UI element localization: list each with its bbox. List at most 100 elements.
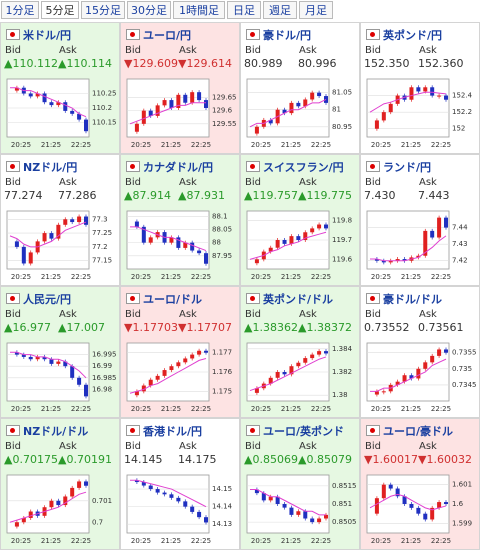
candle: [183, 501, 188, 507]
candle: [381, 260, 386, 263]
candle: [296, 362, 301, 367]
candle: [254, 388, 259, 393]
candle: [310, 92, 315, 100]
moving-average: [130, 226, 207, 252]
y-tick-label: 1.176: [212, 368, 233, 376]
flag-icon: [366, 161, 380, 172]
ask-label: Ask: [179, 441, 197, 452]
candle: [141, 482, 146, 486]
rate-panel: 豪ドル/円 Bid Ask 80.989 80.996 81.05 81 80.95 20:25…: [240, 22, 360, 154]
y-tick-label: 77.25: [92, 229, 112, 237]
bid-value: 77.274: [4, 189, 43, 202]
candle: [169, 237, 174, 243]
candle: [303, 358, 308, 363]
candle: [289, 102, 294, 114]
ask-value: 77.286: [58, 189, 97, 202]
tab[interactable]: 15分足: [81, 1, 125, 19]
candle: [289, 236, 294, 244]
rate-panel: 豪ドル/ドル Bid Ask 0.73552 0.73561 0.7355 0.735 0.7…: [360, 286, 480, 418]
candle: [148, 485, 153, 490]
plot-area: [366, 342, 450, 402]
y-tick-label: 1.175: [212, 387, 232, 395]
rate-panel: 米ドル/円 Bid Ask ▲110.112 ▲110.114 110.25 110.2 11…: [0, 22, 120, 154]
pair-name[interactable]: 人民元/円: [23, 293, 72, 306]
candle: [42, 233, 47, 242]
candle: [381, 484, 386, 499]
candle: [21, 246, 26, 264]
pair-name[interactable]: 英ポンド/ドル: [263, 293, 334, 306]
y-tick-label: 81: [332, 106, 341, 114]
tab[interactable]: 日足: [227, 1, 261, 19]
plot-area: [246, 78, 330, 138]
x-tick-label: 20:25: [131, 141, 151, 149]
pair-name[interactable]: ランド/円: [383, 161, 432, 174]
rate-panel: ユーロ/円 Bid Ask ▼129.609 ▼129.614 129.65 129.6 12…: [120, 22, 240, 154]
candle: [35, 93, 40, 97]
pair-name[interactable]: 英ポンド/円: [383, 29, 443, 42]
ask-label: Ask: [419, 177, 437, 188]
tab[interactable]: 30分足: [127, 1, 171, 19]
candle: [70, 366, 75, 378]
plot-area: [6, 342, 90, 402]
mini-chart: 110.25 110.2 110.15 20:25 21:25 22:25: [6, 78, 117, 149]
candle: [84, 384, 88, 397]
tab[interactable]: 週足: [263, 1, 297, 19]
candle: [444, 349, 448, 353]
ask-label: Ask: [59, 177, 77, 188]
tab[interactable]: 1分足: [1, 1, 39, 19]
candle: [289, 507, 294, 515]
moving-average: [10, 87, 87, 118]
bid-value: ▲110.112: [4, 57, 58, 70]
bid-label: Bid: [125, 441, 141, 452]
x-tick-label: 21:25: [41, 273, 61, 281]
y-tick-label: 16.98: [92, 385, 112, 393]
y-tick-label: 77.2: [92, 243, 108, 251]
rate-panel: NZドル/円 Bid Ask 77.274 77.286 77.3 77.25 77.2 77.…: [0, 154, 120, 286]
pair-name[interactable]: 豪ドル/ドル: [383, 293, 443, 306]
tab[interactable]: 月足: [299, 1, 333, 19]
pair-name[interactable]: 豪ドル/円: [263, 29, 312, 42]
pair-name[interactable]: NZドル/円: [23, 161, 78, 174]
candle: [303, 99, 308, 107]
moving-average: [249, 356, 327, 392]
flag-mark: [370, 296, 375, 301]
x-tick-label: 21:25: [401, 273, 421, 281]
bid-value: ▲16.977: [4, 321, 51, 334]
candle: [197, 511, 202, 518]
x-tick-label: 20:25: [371, 273, 391, 281]
flag-mark: [250, 32, 255, 37]
y-tick-label: 0.8505: [332, 518, 357, 526]
y-tick-label: 0.7: [92, 518, 103, 526]
candle: [197, 350, 202, 355]
candle: [21, 354, 26, 357]
rate-panel: ユーロ/英ポンド Bid Ask ▲0.85069 ▲0.85079 0.8515 0.85…: [240, 418, 360, 550]
x-tick-label: 21:25: [401, 405, 421, 413]
candle: [190, 92, 195, 103]
y-tick-label: 0.701: [92, 497, 112, 505]
tab[interactable]: 1時間足: [173, 1, 225, 19]
rate-panel: 英ポンド/ドル Bid Ask ▲1.38362 ▲1.38372 1.384 1.382 1…: [240, 286, 360, 418]
candle: [374, 391, 379, 395]
mini-chart: 16.995 16.99 16.985 16.98 20:25 21:25 22:25: [6, 342, 117, 413]
pair-name[interactable]: NZドル/ドル: [23, 425, 89, 438]
candle: [423, 230, 428, 256]
pair-name[interactable]: スイスフラン/円: [263, 161, 344, 174]
ask-label: Ask: [179, 177, 197, 188]
mini-chart: 1.177 1.176 1.175 20:25 21:25 22:25: [126, 342, 233, 413]
y-tick-label: 152: [452, 125, 465, 133]
pair-name[interactable]: ユーロ/英ポンド: [263, 425, 345, 438]
pair-name[interactable]: ユーロ/豪ドル: [383, 425, 454, 438]
x-tick-label: 20:25: [11, 141, 31, 149]
rate-panel: ランド/円 Bid Ask 7.430 7.443 7.44 7.43 7.42 20:25 21…: [360, 154, 480, 286]
pair-name[interactable]: ユーロ/ドル: [143, 293, 203, 306]
x-tick-label: 22:25: [71, 405, 91, 413]
tab[interactable]: 5分足: [41, 1, 79, 19]
pair-name[interactable]: カナダドル/円: [143, 161, 214, 174]
pair-name[interactable]: ユーロ/円: [143, 29, 192, 42]
pair-name[interactable]: 米ドル/円: [23, 29, 72, 42]
pair-name[interactable]: 香港ドル/円: [143, 425, 203, 438]
mini-chart: 129.65 129.6 129.55 20:25 21:25 22:25: [126, 78, 237, 149]
bid-value: 7.430: [364, 189, 396, 202]
candle: [176, 497, 181, 502]
flag-mark: [370, 428, 375, 433]
